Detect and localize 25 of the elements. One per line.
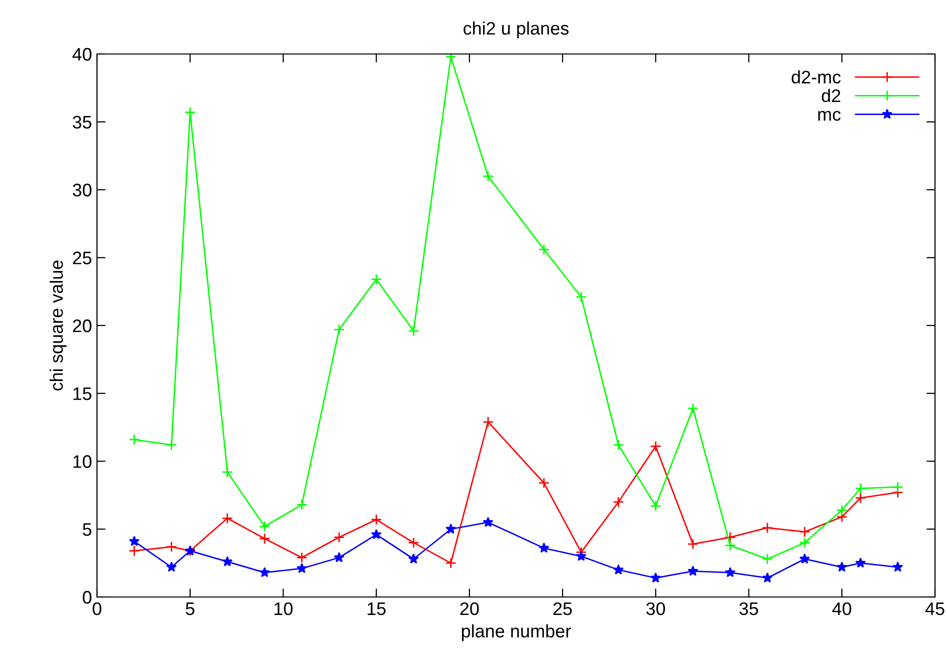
x-tick-label: 35: [739, 602, 758, 616]
y-tick-label: 20: [72, 319, 92, 332]
y-tick-label: 15: [73, 387, 92, 400]
y-tick-label: 35: [72, 116, 92, 129]
x-tick-label: 25: [553, 602, 572, 616]
legend-label: d2-mc: [792, 70, 841, 84]
legend-label: d2: [822, 88, 840, 102]
y-axis-title: chi square value: [50, 260, 66, 390]
y-tick-label: 30: [72, 184, 92, 196]
x-tick-label: 45: [925, 602, 944, 616]
x-tick-label: 20: [460, 602, 479, 616]
chart-title: chi2 u planes: [464, 21, 569, 38]
x-tick-label: 10: [274, 602, 293, 616]
y-tick-label: 10: [73, 455, 92, 468]
x-tick-label: 5: [186, 602, 194, 616]
x-tick-label: 0: [92, 602, 102, 616]
y-tick-label: 0: [82, 590, 92, 604]
x-tick-label: 40: [832, 602, 852, 616]
legend-label: mc: [818, 110, 841, 121]
x-tick-label: 30: [646, 602, 666, 616]
y-tick-label: 40: [72, 48, 92, 61]
y-tick-label: 5: [82, 523, 92, 536]
x-axis-title: plane number: [462, 624, 571, 642]
y-tick-label: 25: [72, 252, 92, 264]
x-tick-label: 15: [368, 602, 386, 616]
